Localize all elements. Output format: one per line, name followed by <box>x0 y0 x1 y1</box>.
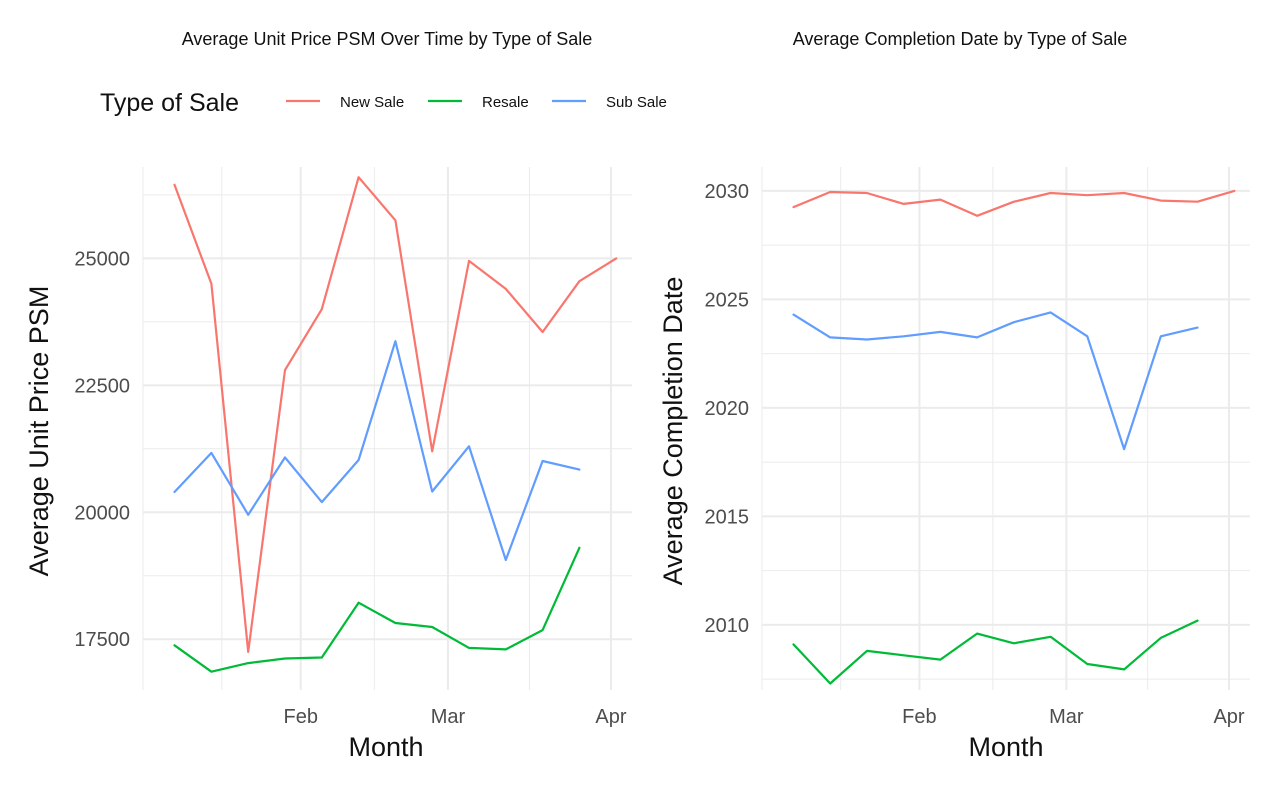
price-chart-grid <box>142 167 632 690</box>
completion-chart-y-axis-label: Average Completion Date <box>658 277 688 586</box>
series-line-resale <box>173 546 581 673</box>
y-tick-label: 22500 <box>74 375 130 397</box>
completion-chart-title: Average Completion Date by Type of Sale <box>793 29 1128 49</box>
y-tick-label: 25000 <box>74 248 130 270</box>
price-chart-x-ticks: Feb Mar Apr <box>284 706 627 728</box>
x-tick-label: Feb <box>902 706 936 728</box>
price-chart-panel: Average Unit Price PSM Over Time by Type… <box>24 29 632 762</box>
series-line-sub-sale <box>792 311 1199 451</box>
x-tick-label: Mar <box>1049 706 1084 728</box>
price-chart-y-axis-label: Average Unit Price PSM <box>24 286 54 577</box>
completion-chart-grid <box>761 167 1250 690</box>
completion-chart-lines <box>792 189 1236 685</box>
price-chart-title: Average Unit Price PSM Over Time by Type… <box>182 29 593 49</box>
y-tick-label: 2010 <box>705 615 750 637</box>
series-line-new-sale <box>792 189 1236 217</box>
legend-items: New Sale Resale Sub Sale <box>286 94 667 111</box>
y-tick-label: 2020 <box>705 398 750 420</box>
legend-label-resale: Resale <box>482 94 529 111</box>
completion-chart-x-ticks: Feb Mar Apr <box>902 706 1245 728</box>
completion-chart-panel: Average Completion Date by Type of Sale … <box>658 29 1250 762</box>
price-chart-x-axis-label: Month <box>348 732 423 762</box>
y-tick-label: 2015 <box>705 506 750 528</box>
legend: Type of Sale New Sale Resale Sub Sale <box>100 89 667 117</box>
x-tick-label: Mar <box>431 706 466 728</box>
legend-title: Type of Sale <box>100 89 239 117</box>
y-tick-label: 2030 <box>705 181 750 203</box>
completion-chart-y-ticks: 2010 2015 2020 2025 2030 <box>705 181 750 637</box>
series-line-sub-sale <box>173 340 581 562</box>
x-tick-label: Apr <box>1213 706 1244 728</box>
legend-label-sub-sale: Sub Sale <box>606 94 667 111</box>
completion-chart-x-axis-label: Month <box>968 732 1043 762</box>
x-tick-label: Apr <box>595 706 626 728</box>
x-tick-label: Feb <box>284 706 318 728</box>
price-chart-lines <box>173 176 618 673</box>
y-tick-label: 2025 <box>705 289 750 311</box>
price-chart-y-ticks: 17500 20000 22500 25000 <box>74 248 130 651</box>
legend-label-new-sale: New Sale <box>340 94 404 111</box>
y-tick-label: 17500 <box>74 629 130 651</box>
y-tick-label: 20000 <box>74 502 130 524</box>
series-line-resale <box>792 619 1199 685</box>
series-line-new-sale <box>173 176 618 654</box>
